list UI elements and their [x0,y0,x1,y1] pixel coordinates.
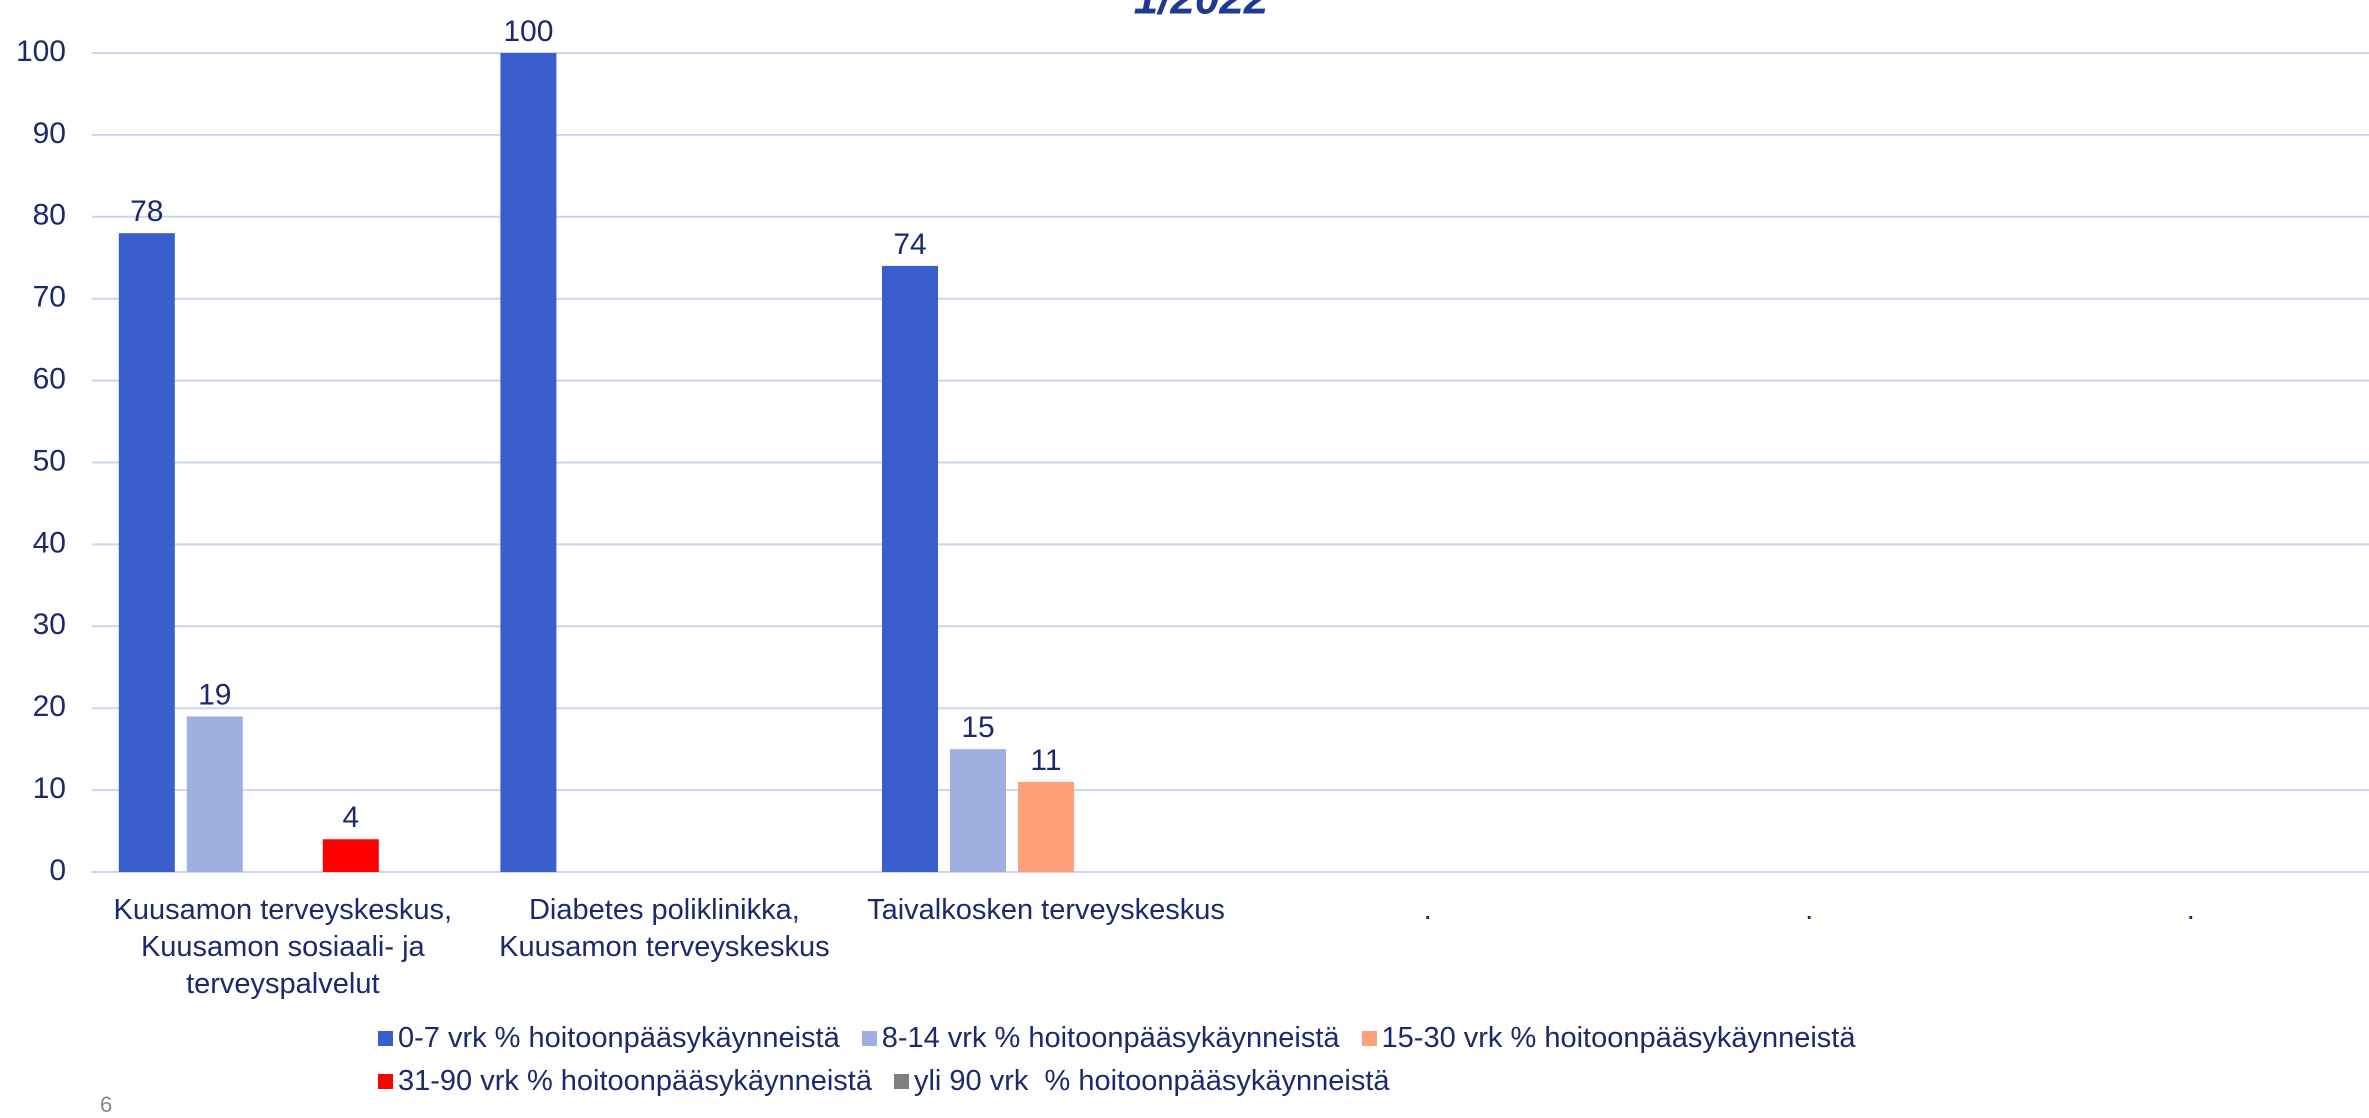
legend: 0-7 vrk % hoitoonpääsykäynneistä 8-14 vrk… [378,1022,2078,1098]
x-tick-label: . [1805,894,1814,926]
y-tick-label: 30 [33,608,66,641]
legend-label: 0-7 vrk % hoitoonpääsykäynneistä [398,1022,840,1054]
data-label: 11 [1030,744,1061,777]
legend-swatch [1361,1031,1377,1046]
data-label: 100 [503,15,553,48]
bar [950,749,1006,872]
data-label: 74 [893,228,926,261]
legend-swatch [378,1074,393,1089]
legend-label: 15-30 vrk % hoitoonpääsykäynneistä [1381,1022,1856,1054]
legend-label: 8-14 vrk % hoitoonpääsykäynneistä [881,1022,1340,1054]
y-tick-label: 90 [33,117,66,150]
x-tick-label: Kuusamon terveyskeskus, Kuusamon sosiaal… [113,894,453,1000]
legend-item: 31-90 vrk % hoitoonpääsykäynneistä [378,1065,872,1098]
y-tick-label: 10 [33,772,66,805]
bar [500,53,557,872]
y-tick-label: 100 [16,35,66,68]
x-tick-label: Diabetes poliklinikka, Kuusamon terveysk… [499,894,830,963]
bar [186,716,243,872]
y-tick-label: 50 [33,444,66,477]
chart-title: 1/2022 [1134,0,1269,24]
y-tick-label: 60 [33,363,66,396]
data-label: 4 [342,801,359,834]
y-tick-label: 0 [49,854,66,887]
x-tick-label: . [1423,894,1432,926]
legend-item: 8-14 vrk % hoitoonpääsykäynneistä [861,1022,1340,1055]
legend-swatch [861,1031,877,1046]
legend-item: yli 90 vrk % hoitoonpääsykäynneistä [893,1065,1390,1098]
x-tick-label: Taivalkosken terveyskeskus [867,894,1225,926]
y-tick-label: 70 [33,281,66,314]
legend-label: 31-90 vrk % hoitoonpääsykäynneistä [398,1065,872,1097]
y-tick-label: 20 [33,690,66,723]
bar [882,265,938,872]
page-number: 6 [100,1092,113,1117]
legend-swatch [893,1074,909,1089]
legend-swatch [378,1031,393,1046]
legend-item: 0-7 vrk % hoitoonpääsykäynneistä [378,1022,840,1055]
y-tick-label: 80 [33,199,66,232]
bar [118,233,175,872]
data-label: 15 [961,711,994,744]
bar [322,839,379,872]
y-tick-label: 40 [33,526,66,559]
bar [1018,781,1074,872]
legend-item: 15-30 vrk % hoitoonpääsykäynneistä [1361,1022,1856,1055]
data-label: 19 [198,678,231,711]
data-label: 78 [130,195,163,228]
x-tick-label: . [2186,894,2195,926]
legend-label: yli 90 vrk % hoitoonpääsykäynneistä [913,1065,1390,1097]
